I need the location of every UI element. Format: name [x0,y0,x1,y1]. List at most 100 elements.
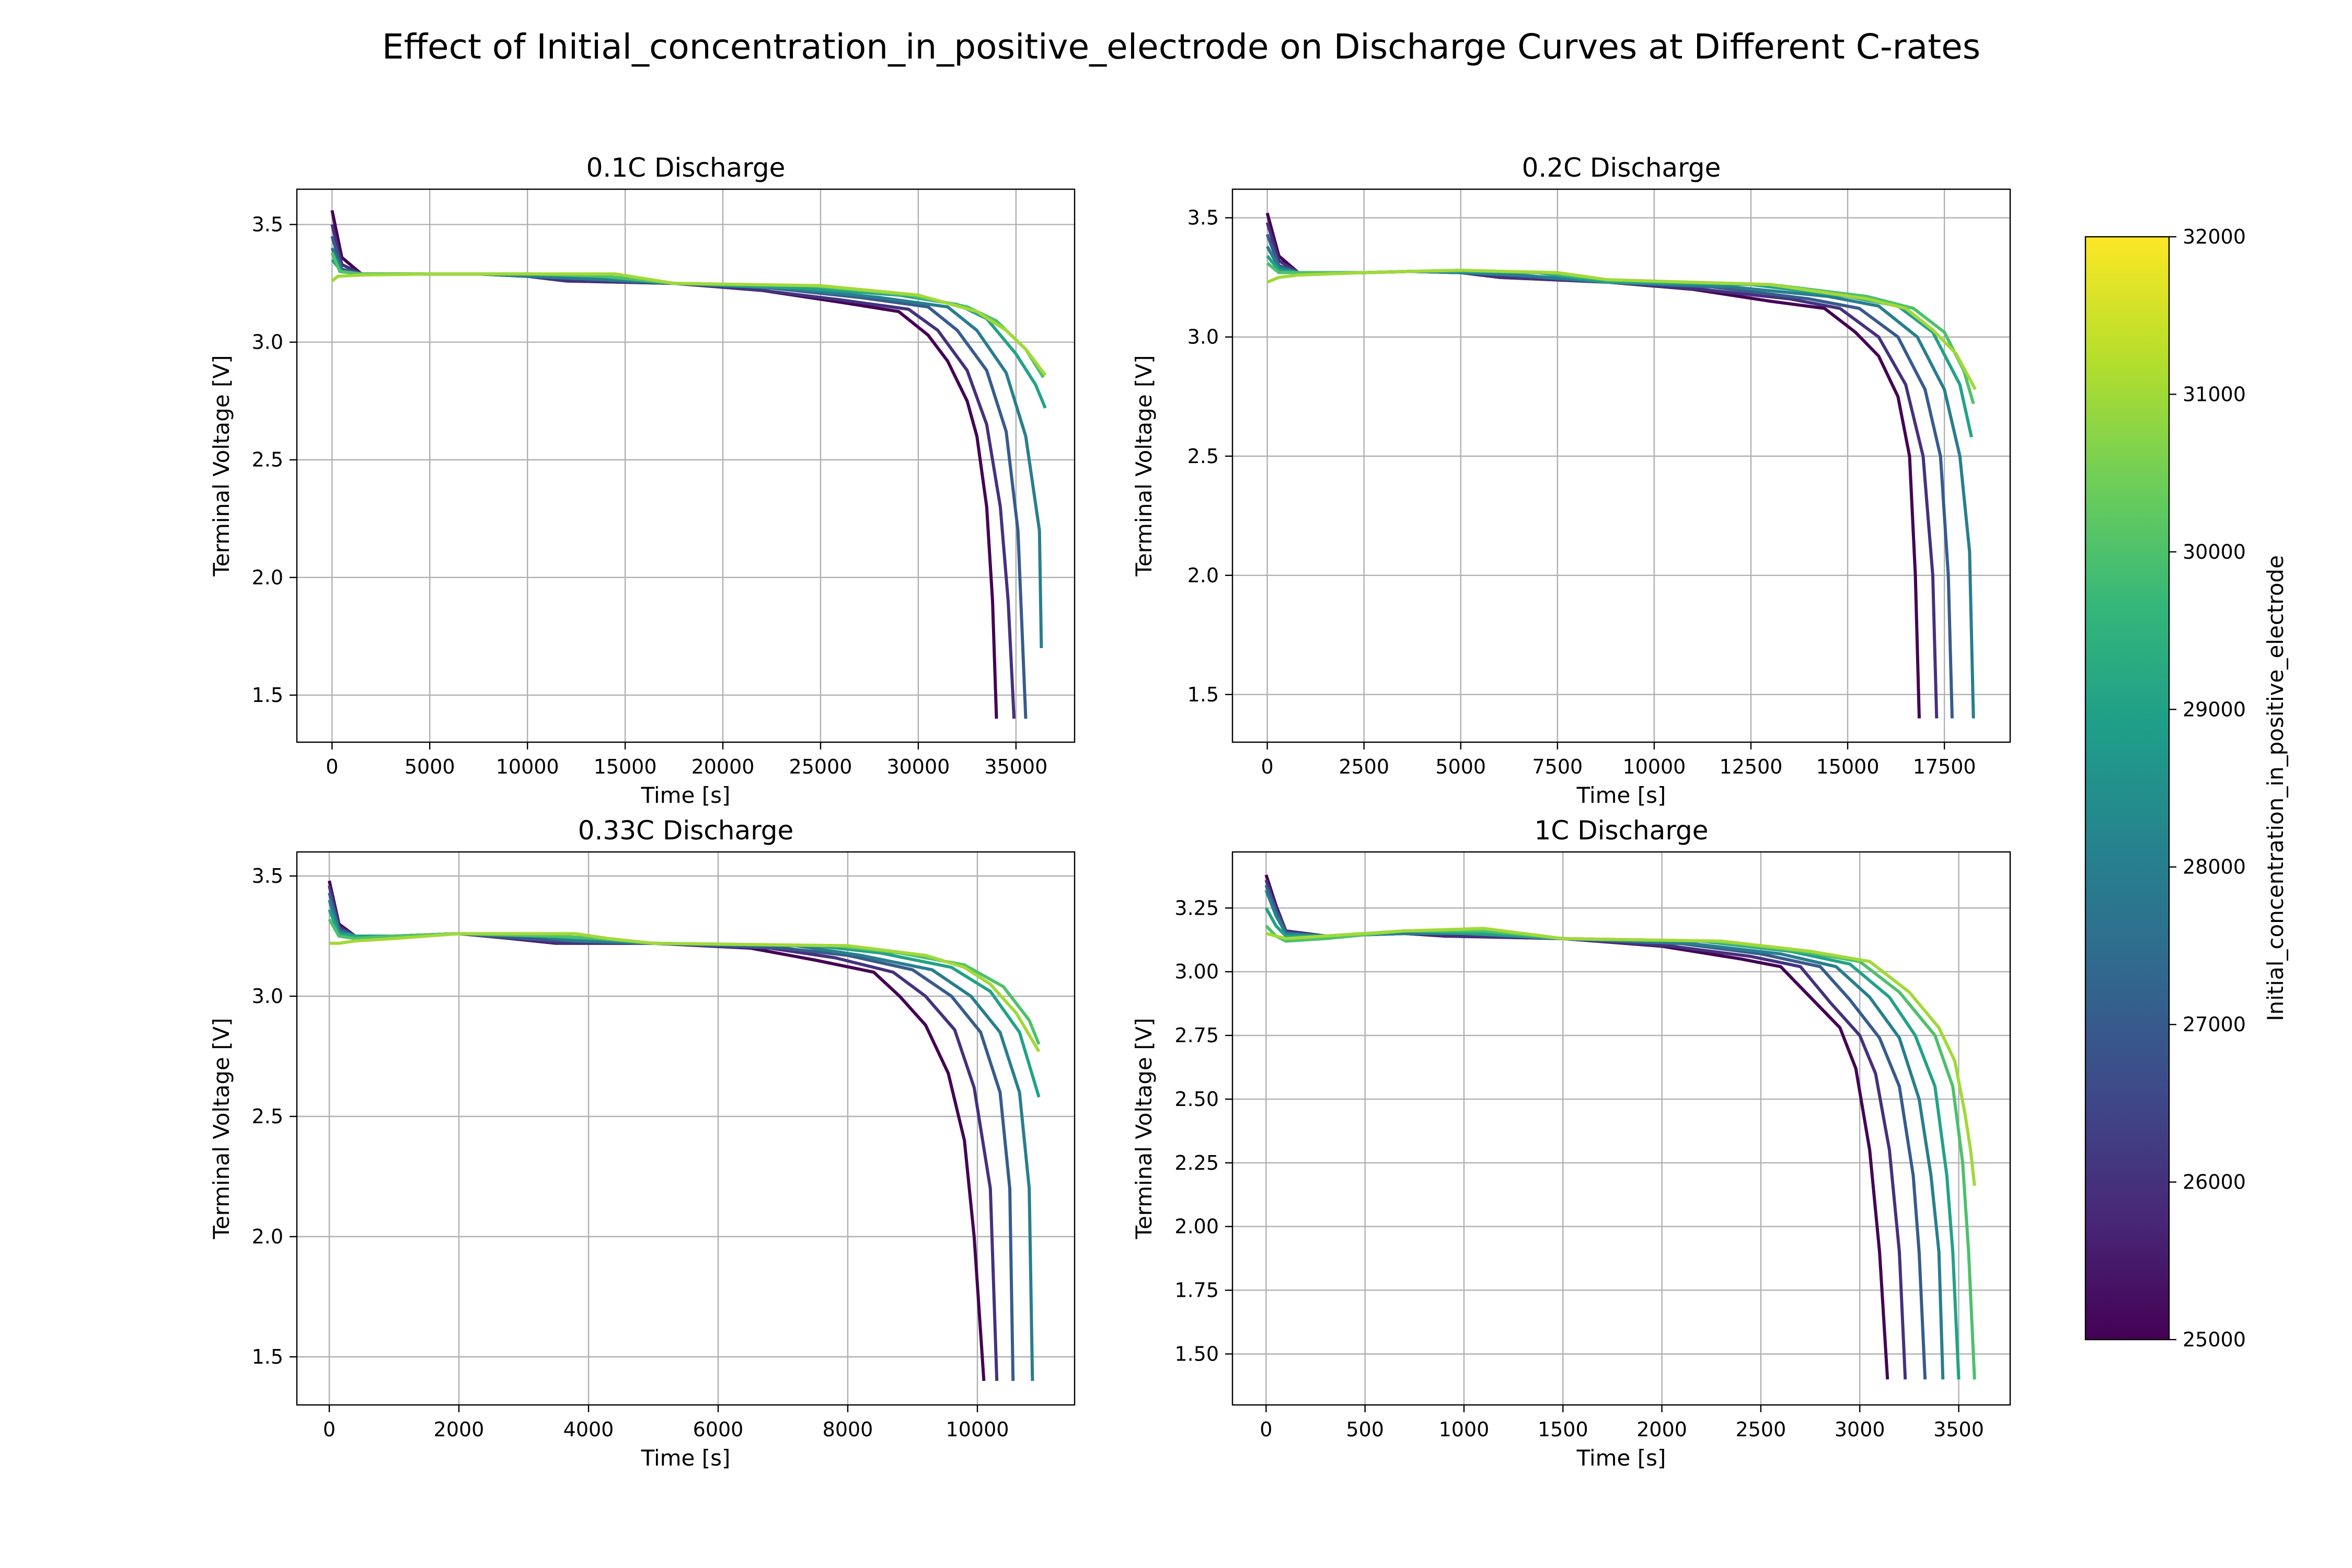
y-tick-label: 2.0 [1187,564,1219,587]
y-tick-label: 2.00 [1174,1215,1219,1238]
x-tick-label: 25000 [789,755,852,778]
x-tick-label: 7500 [1532,755,1583,778]
series-line [1266,255,1973,437]
x-tick-label: 500 [1346,1418,1384,1441]
colorbar-label: Initial_concentration_in_positive_electr… [2263,555,2288,1021]
x-tick-label: 6000 [693,1418,744,1441]
figure-title: Effect of Initial_concentration_in_posit… [382,27,1980,67]
colorbar-tick-label: 26000 [2183,1171,2246,1194]
y-tick-label: 1.5 [252,1345,283,1368]
x-tick-label: 5000 [405,755,455,778]
y-tick-label: 1.5 [252,684,283,707]
colorbar-tick-label: 27000 [2183,1013,2246,1036]
y-tick-label: 2.5 [1187,445,1219,468]
x-tick-label: 8000 [823,1418,873,1441]
x-tick-label: 3500 [1933,1418,1984,1441]
grid [1232,189,2010,742]
x-axis-label: Time [s] [641,1445,731,1471]
y-tick-label: 3.25 [1174,896,1219,919]
series-line [1265,234,1954,719]
series-group [1265,212,1977,719]
x-tick-label: 17500 [1913,755,1976,778]
subplot-0-1C: 0 5000 10000 15000 20000 25000 30000 35000 1.5 2.… [209,153,1076,808]
series-group [330,210,1047,719]
colorbar-tick-label: 29000 [2183,698,2246,721]
axes-frame [296,188,1076,743]
x-tick-label: 10000 [946,1418,1009,1441]
subplot-0-33C: 0 2000 4000 6000 8000 10000 1.5 2.0 2.5 3.0 3.5 0.3… [209,815,1076,1471]
subplot-title: 1C Discharge [1534,815,1708,846]
x-tick-label: 12500 [1720,755,1783,778]
y-tick-label: 3.0 [1187,326,1219,349]
y-axis-label: Terminal Voltage [V] [209,355,234,577]
subplot-title: 0.2C Discharge [1522,153,1721,183]
subplot-title: 0.33C Discharge [578,815,794,846]
series-line [330,236,1028,719]
y-tick-label: 3.5 [1187,206,1219,229]
series-line [328,885,999,1381]
series-line [1265,245,1975,719]
series-line [1265,927,1976,1186]
axes-frame [1231,188,2011,743]
y-tick-label: 3.5 [252,864,283,887]
grid [297,189,1075,742]
colorbar: 25000 26000 27000 28000 29000 30000 31000 32000… [2084,225,2288,1351]
x-tick-label: 10000 [496,755,559,778]
x-tick-label: 10000 [1622,755,1686,778]
series-line [330,247,1043,648]
series-group [328,880,1041,1381]
series-line [328,900,1034,1381]
x-tick-label: 0 [1261,755,1274,778]
series-line [1266,269,1977,390]
x-tick-label: 0 [1260,1418,1272,1441]
x-tick-label: 30000 [886,755,950,778]
x-tick-label: 35000 [984,755,1047,778]
series-line [1265,212,1921,719]
series-line [1264,907,1961,1380]
series-line [330,210,998,719]
y-tick-label: 2.75 [1174,1024,1219,1047]
x-tick-label: 3000 [1835,1418,1885,1441]
x-tick-label: 0 [323,1418,336,1441]
x-axis-label: Time [s] [1576,1445,1666,1471]
colorbar-tick-label: 30000 [2183,540,2246,563]
colorbar-tick-label: 32000 [2183,225,2246,248]
y-tick-label: 3.0 [252,985,283,1008]
y-tick-label: 1.75 [1174,1279,1219,1302]
colorbar-ticks: 25000 26000 27000 28000 29000 30000 31000 32000 [2169,225,2246,1351]
y-tick-label: 1.5 [1187,683,1219,706]
x-tick-label: 2500 [1736,1418,1786,1441]
axes-frame [1231,851,2011,1406]
y-tick-label: 2.0 [252,1225,283,1248]
y-axis-label: Terminal Voltage [V] [1131,355,1157,577]
y-axis-label: Terminal Voltage [V] [1131,1018,1157,1239]
y-tick-label: 3.00 [1174,960,1219,983]
y-tick-label: 2.5 [252,448,283,471]
series-line [331,272,1047,376]
series-line [328,880,986,1381]
x-tick-label: 1500 [1538,1418,1588,1441]
x-axis-label: Time [s] [641,782,731,808]
x-tick-label: 1000 [1439,1418,1490,1441]
y-tick-label: 2.25 [1174,1151,1219,1174]
series-group [1264,874,1976,1380]
x-tick-label: 2500 [1339,755,1389,778]
y-tick-label: 1.50 [1174,1342,1219,1365]
x-axis-label: Time [s] [1576,782,1666,808]
subplot-1C: 0 500 1000 1500 2000 2500 3000 3500 1.50 1.75 2.00… [1131,815,2011,1471]
x-tick-label: 5000 [1435,755,1486,778]
y-tick-label: 2.0 [252,566,283,589]
x-tick-label: 4000 [563,1418,614,1441]
y-tick-label: 2.50 [1174,1088,1219,1111]
subplot-0-2C: 0 2500 5000 7500 10000 12500 15000 17500 1.5 2.0 2… [1131,153,2011,808]
y-tick-label: 3.0 [252,331,283,354]
axes-frame [296,851,1076,1406]
series-line [329,932,1041,1053]
x-tick-label: 2000 [1636,1418,1687,1441]
y-tick-label: 2.5 [252,1105,283,1128]
x-tick-label: 15000 [1816,755,1880,778]
colorbar-tick-label: 31000 [2183,383,2246,406]
x-tick-label: 20000 [691,755,755,778]
colorbar-tick-label: 25000 [2183,1328,2246,1351]
subplot-title: 0.1C Discharge [586,153,786,183]
